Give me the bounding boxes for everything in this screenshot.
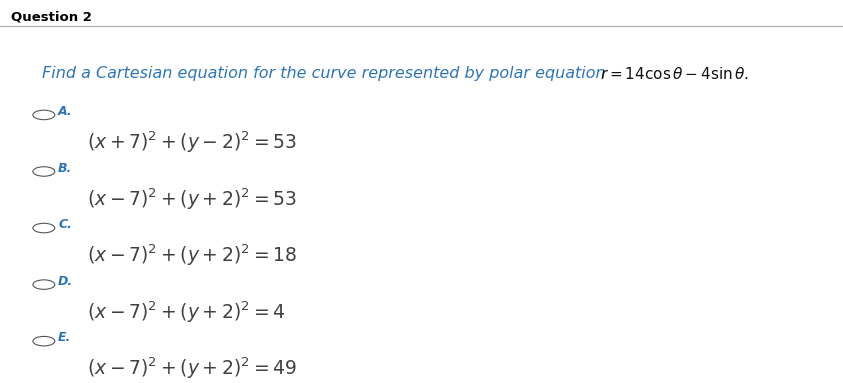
Text: Find a Cartesian equation for the curve represented by polar equation: Find a Cartesian equation for the curve …: [42, 65, 616, 81]
Text: Question 2: Question 2: [11, 11, 92, 24]
Text: D.: D.: [58, 275, 73, 288]
Text: C.: C.: [58, 218, 72, 231]
Text: $(x-7)^2 + (y+2)^2 = 18$: $(x-7)^2 + (y+2)^2 = 18$: [87, 243, 297, 268]
Text: B.: B.: [58, 162, 72, 175]
Text: $(x-7)^2 + (y+2)^2 = 4$: $(x-7)^2 + (y+2)^2 = 4$: [87, 299, 285, 325]
Text: E.: E.: [58, 331, 72, 344]
Text: $(x-7)^2 + (y+2)^2 = 49$: $(x-7)^2 + (y+2)^2 = 49$: [87, 356, 297, 381]
Text: $(x+7)^2 + (y-2)^2 = 53$: $(x+7)^2 + (y-2)^2 = 53$: [87, 129, 297, 155]
Text: $r = 14\cos\theta - 4\sin\theta.$: $r = 14\cos\theta - 4\sin\theta.$: [600, 65, 749, 82]
Text: $(x-7)^2 + (y+2)^2 = 53$: $(x-7)^2 + (y+2)^2 = 53$: [87, 186, 297, 211]
Text: A.: A.: [58, 105, 72, 118]
